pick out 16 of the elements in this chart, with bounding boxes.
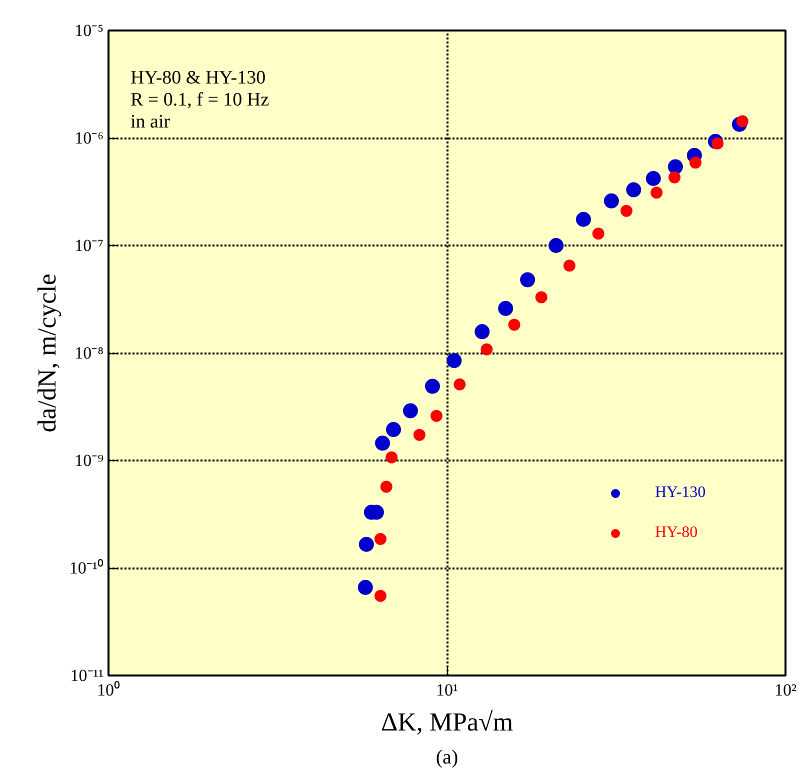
legend-label: HY-130 bbox=[655, 483, 707, 503]
y-tick-label: 10⁻¹⁰ bbox=[69, 558, 104, 578]
x-tick-label: 10² bbox=[774, 680, 797, 700]
y-tick-label: 10⁻⁸ bbox=[74, 344, 104, 362]
y-tick-label: 10⁻⁷ bbox=[74, 236, 104, 255]
y-tick-label: 10⁻⁶ bbox=[74, 128, 104, 148]
x-axis-title: ΔK, MPa√m bbox=[380, 708, 514, 736]
y-axis-title: da/dN, m/cycle bbox=[32, 274, 62, 432]
y-tick-label: 10⁻⁵ bbox=[74, 21, 104, 40]
annotation: R = 0.1, f = 10 Hz bbox=[130, 90, 270, 110]
y-tick-label: 10⁻⁹ bbox=[74, 451, 104, 470]
annotation: HY-80 & HY-130 bbox=[130, 68, 266, 88]
legend-label: HY-80 bbox=[655, 523, 699, 543]
text: (a) bbox=[436, 746, 458, 768]
x-tick-label: 10¹ bbox=[436, 680, 458, 700]
annotation: in air bbox=[130, 112, 171, 132]
